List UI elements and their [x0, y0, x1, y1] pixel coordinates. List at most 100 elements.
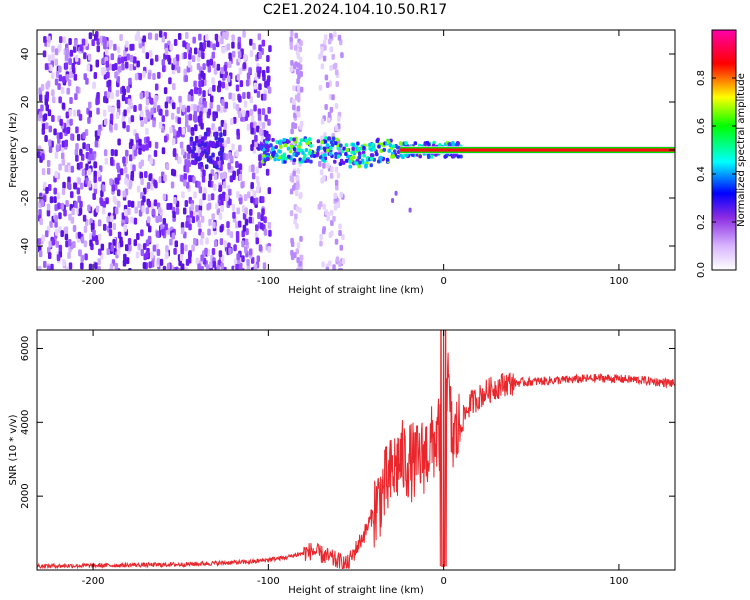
spectrogram-cell [235, 149, 239, 157]
spectrogram-cell [327, 136, 331, 141]
spectrogram-cell [102, 223, 107, 231]
spectrogram-cell [190, 94, 194, 102]
spectrogram-cell [334, 179, 339, 186]
spectrogram-cell [237, 220, 242, 228]
spectrogram-cell [119, 236, 123, 244]
spectrogram-cell [162, 193, 167, 201]
spectrogram-cell [209, 95, 214, 103]
spectrogram-cell [139, 92, 144, 100]
spectrogram-cell [130, 200, 135, 208]
spectrogram-cell [147, 200, 151, 208]
spectrogram-cell [150, 183, 154, 191]
spectrogram-cell [289, 144, 294, 149]
spectrogram-cell [261, 208, 265, 216]
spectrogram-cell [153, 150, 158, 158]
spectrogram-cell [102, 109, 107, 117]
spectrogram-cell [429, 154, 434, 159]
spectrogram-cell [107, 105, 112, 113]
spectrogram-cell [142, 262, 147, 270]
spectrogram-cell [64, 53, 69, 61]
spectrogram-cell [65, 111, 70, 119]
x-tick-label: 0 [440, 276, 446, 287]
spectrogram-cell [335, 137, 339, 142]
colorbar-tick-label: 0.2 [696, 214, 707, 230]
spectrogram-cell [99, 36, 103, 44]
spectrogram-cell [108, 229, 113, 237]
spectrogram-cell [106, 71, 110, 79]
spectrogram-cell [79, 161, 83, 169]
spectrogram-cell [164, 223, 168, 231]
spectrogram-cell [257, 212, 261, 220]
spectrogram-cell [145, 127, 149, 135]
spectrogram-cell [199, 238, 204, 246]
spectrogram-cell [220, 67, 224, 75]
spectrogram-cell [177, 32, 182, 40]
spectrogram-cell [197, 263, 201, 270]
spectrogram-cell [321, 157, 325, 162]
spectrogram-cell [233, 116, 237, 124]
spectrogram-cell [58, 163, 62, 171]
spectrogram-cell [357, 164, 361, 169]
spectrogram-cell [249, 108, 254, 116]
spectrogram-cell [246, 91, 251, 99]
spectrogram-cell [200, 265, 204, 270]
spectrogram-cell [447, 142, 452, 147]
spectrogram-cell [165, 109, 169, 117]
spectrogram-cell [131, 43, 135, 51]
spectrogram-cell [152, 244, 157, 252]
spectrogram-cell [106, 91, 111, 99]
spectrogram-cell [57, 202, 61, 210]
spectrogram-cell [47, 54, 52, 62]
spectrogram-cell [165, 251, 169, 259]
spectrogram-cell [219, 146, 224, 152]
spectrogram-cell [246, 191, 251, 199]
spectrogram-cell [241, 240, 245, 248]
spectrogram-cell [265, 136, 269, 141]
spectrogram-cell [150, 58, 154, 66]
spectrogram-cell [116, 162, 120, 170]
spectrogram-cell [92, 229, 96, 237]
spectrogram-cell [295, 248, 300, 255]
spectrogram-cell [61, 158, 66, 166]
spectrogram-cell [121, 63, 125, 71]
spectrogram-cell [44, 134, 48, 142]
spectrogram-cell [325, 266, 330, 270]
spectrogram-cell [187, 60, 192, 68]
spectrogram-cell [152, 73, 156, 81]
spectrogram-cell [290, 128, 294, 135]
spectrogram-cell [191, 153, 195, 159]
spectrogram-cell [164, 101, 169, 109]
spectrogram-cell [331, 53, 335, 60]
spectrogram-cell [77, 231, 82, 239]
spectrogram-cell [92, 81, 96, 89]
spectrogram-cell [243, 194, 248, 202]
spectrogram-cell [69, 49, 74, 57]
spectrogram-cell [159, 108, 163, 116]
spectrogram-cell [58, 212, 62, 220]
spectrogram-cell [201, 175, 206, 183]
spectrogram-cell [125, 244, 129, 252]
spectrogram-cell [172, 169, 177, 177]
spectrogram-cell [256, 181, 261, 189]
colorbar-tick-label: 0.4 [696, 166, 707, 182]
spectrogram-cell [154, 141, 159, 149]
spectrogram-cell [261, 121, 266, 129]
spectrogram-cell [299, 260, 303, 267]
spectrogram-cell [323, 139, 328, 144]
spectrogram-cell [145, 251, 149, 259]
spectrogram-cell [258, 44, 262, 52]
spectrogram-cell [59, 132, 63, 140]
spectrogram-cell [231, 50, 236, 58]
spectrogram-cell [78, 249, 82, 257]
spectrogram-cell [235, 221, 239, 229]
spectrogram-cell [193, 191, 197, 199]
spectrogram-cell [215, 202, 219, 210]
spectrogram-cell [188, 52, 192, 60]
spectrogram-ylabel: Frequency (Hz) [8, 112, 19, 188]
spectrogram-cell [40, 269, 43, 270]
spectrogram-cell [112, 239, 116, 247]
spectrogram-cell [253, 104, 257, 112]
spectrogram-cell [127, 98, 132, 106]
spectrogram-cell [67, 165, 71, 173]
spectrogram-cell [185, 181, 190, 189]
